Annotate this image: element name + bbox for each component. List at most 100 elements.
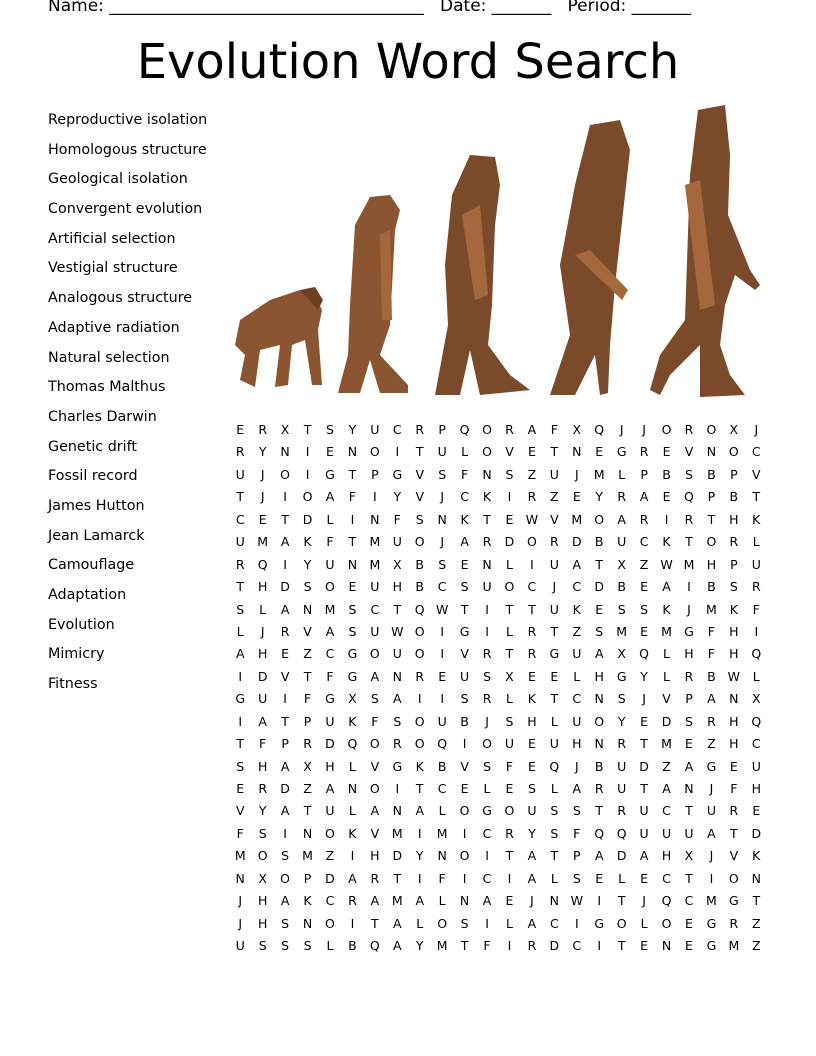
grid-letter[interactable]: E bbox=[572, 489, 581, 505]
grid-letter[interactable]: L bbox=[550, 781, 558, 796]
grid-letter[interactable]: G bbox=[392, 466, 403, 482]
grid-letter[interactable]: S bbox=[370, 691, 379, 707]
grid-letter[interactable]: I bbox=[283, 825, 287, 841]
grid-letter[interactable]: V bbox=[460, 758, 469, 774]
grid-letter[interactable]: J bbox=[440, 534, 444, 550]
grid-letter[interactable]: M bbox=[369, 556, 381, 572]
grid-letter[interactable]: Z bbox=[303, 646, 312, 662]
grid-letter[interactable]: S bbox=[640, 601, 649, 617]
grid-letter[interactable]: V bbox=[662, 691, 671, 707]
grid-letter[interactable]: D bbox=[302, 511, 313, 527]
grid-letter[interactable]: R bbox=[348, 893, 357, 909]
grid-letter[interactable]: A bbox=[370, 893, 380, 909]
grid-letter[interactable]: N bbox=[684, 781, 694, 796]
grid-letter[interactable]: C bbox=[460, 489, 469, 505]
grid-letter[interactable]: E bbox=[236, 781, 245, 796]
grid-letter[interactable]: Q bbox=[459, 422, 470, 437]
grid-letter[interactable]: E bbox=[595, 601, 604, 617]
grid-letter[interactable]: L bbox=[618, 466, 626, 482]
grid-letter[interactable]: T bbox=[415, 444, 424, 460]
grid-letter[interactable]: A bbox=[393, 915, 402, 931]
grid-letter[interactable]: D bbox=[280, 781, 290, 796]
grid-letter[interactable]: E bbox=[550, 668, 559, 684]
grid-letter[interactable]: L bbox=[438, 893, 446, 909]
grid-letter[interactable]: P bbox=[438, 422, 446, 437]
grid-letter[interactable]: C bbox=[549, 915, 559, 931]
grid-letter[interactable]: D bbox=[549, 938, 560, 954]
grid-letter[interactable]: S bbox=[460, 915, 469, 931]
grid-letter[interactable]: I bbox=[440, 691, 444, 707]
grid-letter[interactable]: R bbox=[235, 556, 245, 572]
grid-letter[interactable]: X bbox=[617, 556, 626, 572]
grid-letter[interactable]: U bbox=[684, 825, 694, 841]
grid-letter[interactable]: B bbox=[594, 758, 604, 774]
grid-letter[interactable]: D bbox=[325, 736, 335, 752]
grid-letter[interactable]: H bbox=[729, 511, 739, 527]
grid-letter[interactable]: O bbox=[280, 466, 291, 482]
grid-letter[interactable]: V bbox=[550, 511, 559, 527]
grid-letter[interactable]: E bbox=[685, 736, 693, 752]
grid-letter[interactable]: F bbox=[438, 870, 446, 886]
grid-letter[interactable]: Q bbox=[594, 825, 605, 841]
grid-letter[interactable]: A bbox=[594, 848, 604, 864]
grid-letter[interactable]: T bbox=[236, 579, 245, 595]
grid-letter[interactable]: T bbox=[550, 691, 559, 707]
grid-letter[interactable]: S bbox=[438, 466, 447, 482]
grid-letter[interactable]: M bbox=[324, 601, 336, 617]
grid-letter[interactable]: U bbox=[639, 825, 649, 841]
grid-letter[interactable]: S bbox=[258, 825, 267, 841]
grid-letter[interactable]: M bbox=[683, 556, 695, 572]
grid-letter[interactable]: J bbox=[260, 623, 265, 639]
grid-letter[interactable]: P bbox=[730, 556, 738, 572]
grid-letter[interactable]: V bbox=[729, 848, 739, 864]
grid-letter[interactable]: N bbox=[302, 915, 313, 931]
grid-letter[interactable]: Z bbox=[751, 938, 761, 954]
grid-letter[interactable]: Z bbox=[639, 556, 649, 572]
grid-letter[interactable]: A bbox=[572, 556, 582, 572]
grid-letter[interactable]: F bbox=[393, 511, 401, 527]
grid-letter[interactable]: T bbox=[617, 938, 626, 954]
grid-letter[interactable]: L bbox=[573, 668, 581, 684]
grid-letter[interactable]: U bbox=[370, 422, 380, 437]
grid-letter[interactable]: L bbox=[326, 938, 334, 954]
grid-letter[interactable]: O bbox=[325, 579, 335, 595]
date-field[interactable]: _______ bbox=[491, 0, 552, 16]
grid-letter[interactable]: U bbox=[504, 736, 515, 752]
grid-letter[interactable]: U bbox=[258, 691, 268, 707]
grid-letter[interactable]: D bbox=[594, 579, 605, 595]
grid-letter[interactable]: F bbox=[348, 489, 356, 505]
grid-letter[interactable]: N bbox=[280, 444, 290, 460]
grid-letter[interactable]: F bbox=[573, 825, 581, 841]
grid-letter[interactable]: E bbox=[729, 758, 738, 774]
grid-letter[interactable]: J bbox=[530, 893, 534, 909]
grid-letter[interactable]: V bbox=[505, 444, 514, 460]
grid-letter[interactable]: S bbox=[348, 623, 357, 639]
grid-letter[interactable]: Q bbox=[594, 422, 605, 437]
grid-letter[interactable]: N bbox=[347, 556, 358, 572]
grid-letter[interactable]: A bbox=[235, 646, 245, 662]
grid-letter[interactable]: L bbox=[505, 623, 513, 639]
grid-letter[interactable]: F bbox=[326, 534, 334, 550]
grid-letter[interactable]: A bbox=[325, 489, 335, 505]
grid-letter[interactable]: R bbox=[527, 938, 537, 954]
grid-letter[interactable]: P bbox=[371, 466, 379, 482]
grid-letter[interactable]: T bbox=[393, 870, 402, 886]
grid-letter[interactable]: U bbox=[617, 758, 627, 774]
grid-letter[interactable]: Y bbox=[258, 803, 267, 819]
grid-letter[interactable]: C bbox=[437, 579, 447, 595]
grid-letter[interactable]: T bbox=[393, 601, 402, 617]
grid-letter[interactable]: N bbox=[751, 870, 761, 886]
grid-letter[interactable]: L bbox=[348, 758, 356, 774]
grid-letter[interactable]: A bbox=[662, 781, 671, 796]
grid-letter[interactable]: B bbox=[437, 758, 447, 774]
grid-letter[interactable]: O bbox=[414, 713, 425, 729]
grid-letter[interactable]: G bbox=[706, 938, 717, 954]
grid-letter[interactable]: R bbox=[684, 422, 694, 437]
grid-letter[interactable]: Z bbox=[662, 758, 671, 774]
grid-letter[interactable]: B bbox=[707, 466, 716, 482]
grid-letter[interactable]: P bbox=[707, 489, 716, 505]
grid-letter[interactable]: S bbox=[236, 758, 245, 774]
grid-letter[interactable]: X bbox=[617, 646, 626, 662]
grid-letter[interactable]: U bbox=[549, 466, 559, 482]
grid-letter[interactable]: N bbox=[706, 444, 717, 460]
